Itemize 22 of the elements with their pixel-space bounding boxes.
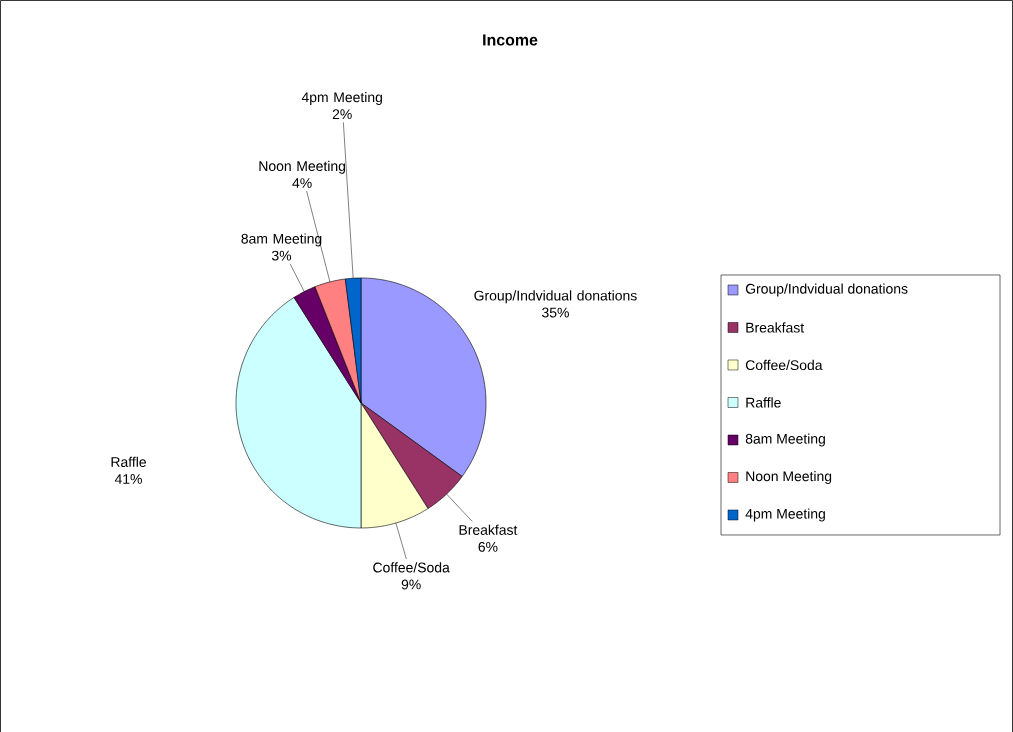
legend-label: Coffee/Soda xyxy=(745,359,823,371)
slice-label: 8am Meeting xyxy=(241,233,322,247)
slice-label: Coffee/Soda xyxy=(373,562,450,573)
slice-label: Raffle xyxy=(111,456,146,467)
slice-label: Noon Meeting xyxy=(259,160,346,174)
legend-label: Raffle xyxy=(746,397,781,408)
data-label: 35% xyxy=(542,307,569,318)
slice-label: Breakfast xyxy=(459,524,518,535)
legend-label: Noon Meeting xyxy=(746,470,832,484)
legend-label: Group/Indvidual donations xyxy=(745,283,908,297)
legend-label: 4pm Meeting xyxy=(745,508,825,522)
data-label: 6% xyxy=(478,541,498,552)
data-label: 9% xyxy=(401,579,421,590)
data-label: 2% xyxy=(332,109,352,120)
legend-label: Breakfast xyxy=(746,322,805,333)
data-label: 4% xyxy=(292,178,312,188)
data-label: 3% xyxy=(271,250,292,261)
slice-label: 4pm Meeting xyxy=(301,91,382,105)
slice-label: Group/Indvidual donations xyxy=(474,290,637,304)
legend-label: 8am Meeting xyxy=(745,433,825,447)
chart-title: Income xyxy=(483,34,538,46)
data-label: 41% xyxy=(114,474,142,484)
